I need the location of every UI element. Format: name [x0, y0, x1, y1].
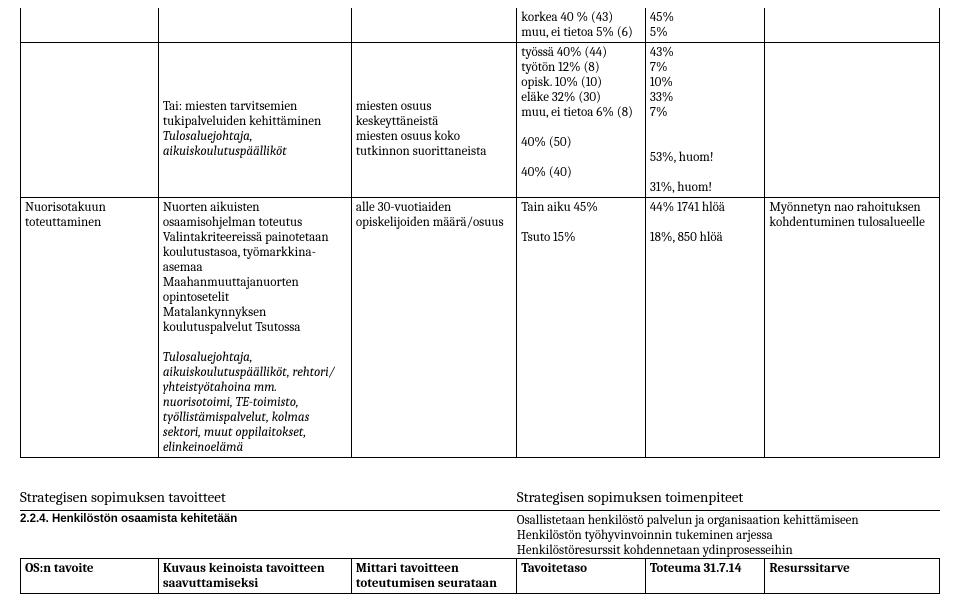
- cell-text: 33%: [650, 90, 760, 105]
- header-cell: OS:n tavoite: [21, 559, 159, 594]
- table-row: korkea 40 % (43) muu, ei tietoa 5% (6) 4…: [21, 8, 940, 43]
- cell-text: miesten osuus keskeyttäneistä: [356, 99, 512, 129]
- header-cell: Kuvaus keinoista tavoitteen saavuttamise…: [158, 559, 351, 594]
- cell-text: muu, ei tietoa 6% (8): [521, 105, 641, 120]
- cell-text: 18%, 850 hlöä: [650, 230, 760, 245]
- cell-text: 10%: [650, 75, 760, 90]
- table-row: OS:n tavoite Kuvaus keinoista tavoitteen…: [21, 559, 940, 594]
- section-heading-table: Strategisen sopimuksen tavoitteet Strate…: [20, 474, 940, 558]
- bullet: Osallistetaan henkilöstö palvelun ja org…: [517, 513, 940, 528]
- cell-text: työtön 12% (8): [521, 60, 641, 75]
- cell-text: alle 30-vuotiaiden opiskelijoiden määrä/…: [351, 198, 516, 458]
- table-row: Tai: miesten tarvitsemien tukipalveluide…: [21, 43, 940, 198]
- continuation-table: korkea 40 % (43) muu, ei tietoa 5% (6) 4…: [20, 8, 940, 458]
- cell-text: Tulosaluejohtaja, aikuiskoulutuspäällikö…: [163, 350, 347, 455]
- left-heading: Strategisen sopimuksen tavoitteet: [20, 488, 517, 506]
- cell-text: Maahanmuuttajanuorten opintosetelit: [163, 275, 347, 305]
- cell-text: Tulosaluejohtaja, aikuiskoulutuspäällikö…: [163, 129, 347, 159]
- cell-text: Nuorisotakuun toteuttaminen: [21, 198, 159, 458]
- cell-text: 43%: [650, 45, 760, 60]
- cell-text: 7%: [650, 105, 760, 120]
- cell-text: Matalankynnyksen koulutuspalvelut Tsutos…: [163, 305, 347, 335]
- cell-text: 31%, huom!: [650, 180, 760, 195]
- cell-text: Tsuto 15%: [521, 230, 641, 245]
- cell-text: eläke 32% (30): [521, 90, 641, 105]
- bullet: Henkilöstön työhyvinvoinnin tukeminen ar…: [517, 528, 940, 543]
- cell-text: 5%: [650, 25, 760, 40]
- cell-text: 44% 1741 hlöä: [650, 200, 760, 215]
- cell-text: 7%: [650, 60, 760, 75]
- header-cell: Toteuma 31.7.14: [645, 559, 764, 594]
- bullet: Henkilöstöresurssit kohdennetaan ydinpro…: [517, 543, 940, 558]
- cell-text: muu, ei tietoa 5% (6): [521, 25, 641, 40]
- cell-text: Valintakriteereissä painotetaan koulutus…: [163, 230, 347, 275]
- cell-text: 53%, huom!: [650, 150, 760, 165]
- cell-text: opisk. 10% (10): [521, 75, 641, 90]
- sub-heading: 2.2.4. Henkilöstön osaamista kehitetään: [20, 513, 517, 525]
- cell-text: Nuorten aikuisten osaamisohjelman toteut…: [163, 200, 347, 230]
- cell-text: 40% (40): [521, 165, 641, 180]
- cell-text: Myönnetyn nao rahoituksen kohdentuminen …: [765, 198, 940, 458]
- bottom-header-table: OS:n tavoite Kuvaus keinoista tavoitteen…: [20, 558, 940, 594]
- header-cell: Tavoitetaso: [517, 559, 646, 594]
- header-cell: Resurssitarve: [765, 559, 940, 594]
- cell-text: korkea 40 % (43): [521, 10, 641, 25]
- cell-text: työssä 40% (44): [521, 45, 641, 60]
- cell-text: Tain aiku 45%: [521, 200, 641, 215]
- right-heading: Strategisen sopimuksen toimenpiteet: [517, 488, 940, 506]
- cell-text: miesten osuus koko tutkinnon suorittanei…: [356, 129, 512, 159]
- cell-text: 40% (50): [521, 135, 641, 150]
- header-cell: Mittari tavoitteen toteutumisen seurataa…: [351, 559, 516, 594]
- cell-text: 45%: [650, 10, 760, 25]
- cell-text: Tai: miesten tarvitsemien tukipalveluide…: [163, 99, 347, 129]
- table-row: Nuorisotakuun toteuttaminen Nuorten aiku…: [21, 198, 940, 458]
